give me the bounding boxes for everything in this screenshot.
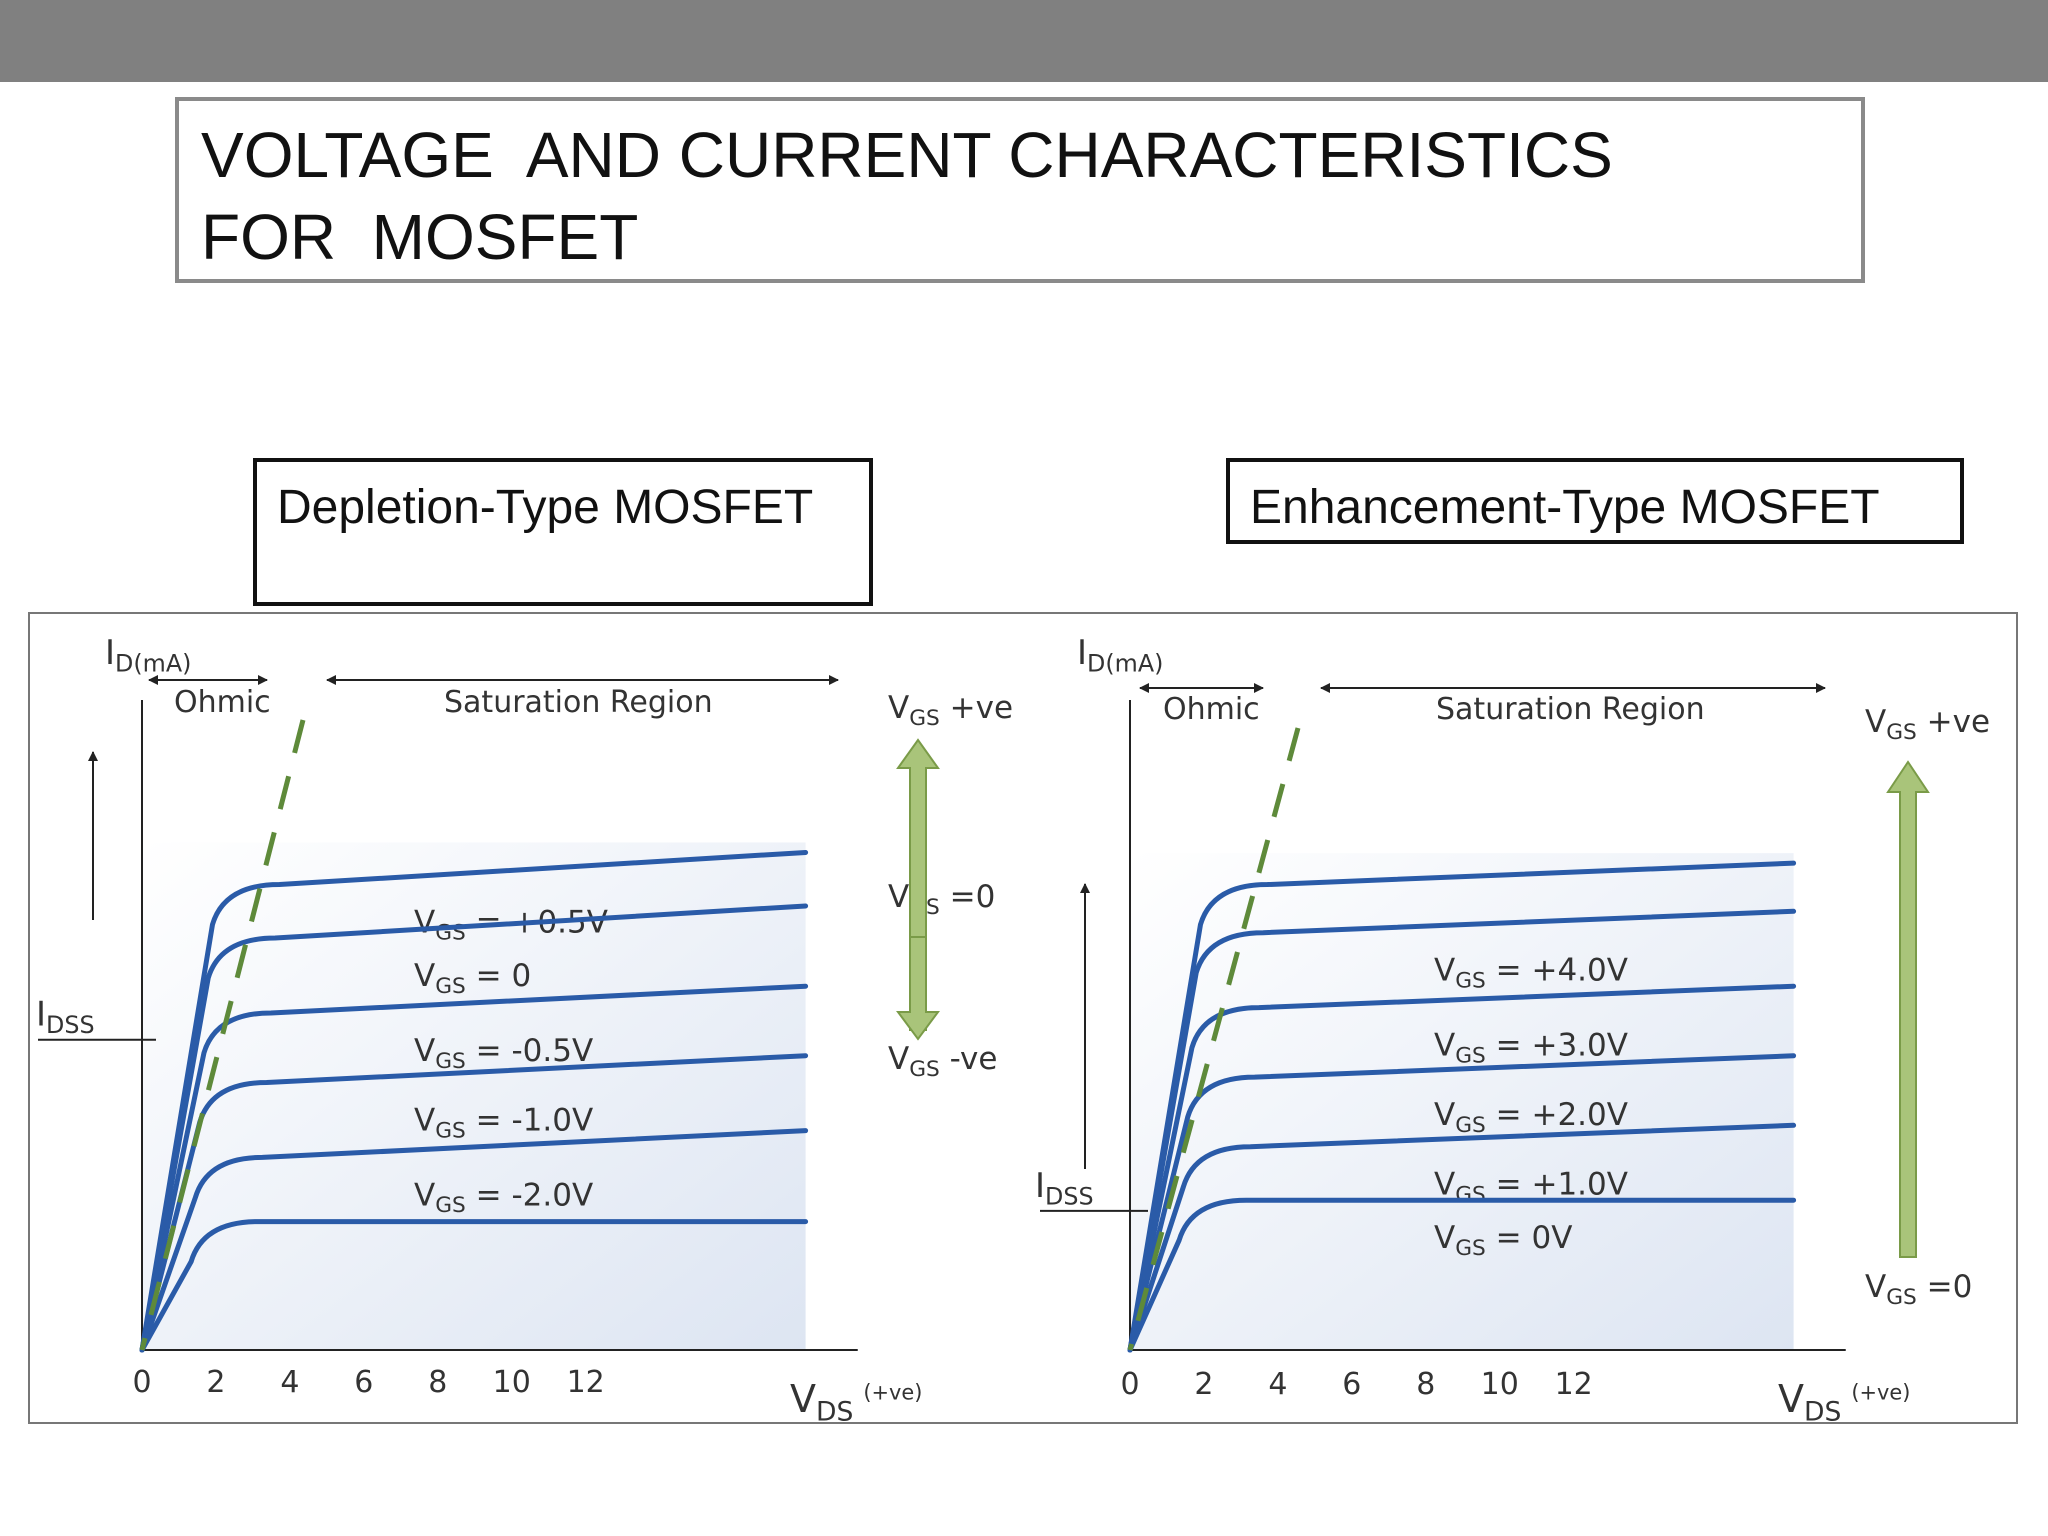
depletion-label: Depletion-Type MOSFET (277, 481, 814, 534)
enhancement-y-axis-label: ID(mA) (1077, 633, 1163, 677)
enhancement-curve-label-5: VGS = 0V (1434, 1220, 1572, 1261)
enhancement-curve-label-3: VGS = +2.0V (1434, 1097, 1628, 1138)
enhancement-saturation-label: Saturation Region (1436, 692, 1705, 727)
enhancement-x-axis-label: VDS(+ve) (1778, 1377, 1910, 1422)
enhancement-saturation-boundary (1127, 727, 1301, 1351)
enhancement-curve-2 (1127, 983, 1797, 1353)
depletion-y-axis-label: ID(mA) (105, 633, 191, 677)
depletion-saturation-boundary (139, 719, 306, 1351)
depletion-ohmic-label: Ohmic (174, 685, 271, 720)
slide-title-box: VOLTAGE AND CURRENT CHARACTERISTICS FOR … (175, 97, 1865, 283)
enhancement-x-tick-12: 12 (1555, 1367, 1593, 1402)
depletion-curve-label-2: VGS = -0.5V (414, 1033, 593, 1074)
enhancement-x-tick-6: 6 (1342, 1367, 1361, 1402)
enhancement-label-box: Enhancement-Type MOSFET (1226, 458, 1964, 544)
depletion-curve-0 (139, 849, 809, 1353)
enhancement-curve-3 (1127, 1053, 1797, 1353)
enhancement-vgs-up-arrow (1886, 760, 1930, 1258)
depletion-saturation-label: Saturation Region (444, 685, 713, 720)
depletion-x-tick-6: 6 (354, 1365, 373, 1400)
enhancement-label: Enhancement-Type MOSFET (1250, 481, 1880, 534)
enhancement-x-tick-0: 0 (1120, 1367, 1139, 1402)
enhancement-curve-1 (1127, 908, 1797, 1353)
enhancement-vgs-bottom-label: VGS =0 (1865, 1269, 1972, 1310)
enhancement-ohmic-label: Ohmic (1163, 692, 1260, 727)
depletion-x-tick-2: 2 (206, 1365, 225, 1400)
enhancement-vgs-top-label: VGS +ve (1865, 704, 1990, 745)
depletion-idss-label: IDSS (36, 995, 95, 1039)
enhancement-curve-0 (1127, 860, 1797, 1353)
enhancement-curve-label-1: VGS = +4.0V (1434, 953, 1628, 994)
depletion-curve-4 (139, 1128, 809, 1353)
depletion-x-tick-10: 10 (493, 1365, 531, 1400)
depletion-vgs-middle-label: VGS =0 (888, 879, 995, 920)
depletion-vgs-top-label: VGS +ve (888, 690, 1013, 731)
enhancement-x-tick-10: 10 (1481, 1367, 1519, 1402)
enhancement-curve-4 (1127, 1122, 1797, 1353)
slide-title-line-1: VOLTAGE AND CURRENT CHARACTERISTICS (201, 119, 1613, 191)
enhancement-idss-label: IDSS (1035, 1166, 1094, 1210)
depletion-vgs-bottom-label: VGS -ve (888, 1041, 997, 1082)
enhancement-curve-label-2: VGS = +3.0V (1434, 1028, 1628, 1069)
depletion-curve-label-4: VGS = -2.0V (414, 1177, 593, 1218)
depletion-curve-1 (139, 903, 809, 1353)
depletion-x-tick-12: 12 (567, 1365, 605, 1400)
depletion-label-box: Depletion-Type MOSFET (253, 458, 873, 606)
enhancement-x-tick-2: 2 (1194, 1367, 1213, 1402)
depletion-curve-label-1: VGS = 0 (414, 958, 531, 999)
depletion-x-tick-8: 8 (428, 1365, 447, 1400)
enhancement-x-tick-4: 4 (1268, 1367, 1287, 1402)
enhancement-shaded-region (1130, 853, 1794, 1350)
depletion-curve-5 (139, 1219, 809, 1353)
enhancement-curve-label-4: VGS = +1.0V (1434, 1167, 1628, 1208)
chart-panel: ID(mA) IDSS Ohmic Saturation Region VGS = +0… (28, 612, 2018, 1424)
depletion-curve-label-3: VGS = -1.0V (414, 1103, 593, 1144)
depletion-vgs-down-arrow (896, 936, 940, 1041)
depletion-x-tick-0: 0 (132, 1365, 151, 1400)
depletion-x-tick-4: 4 (280, 1365, 299, 1400)
slide-title-line-2: FOR MOSFET (201, 201, 639, 273)
enhancement-x-tick-8: 8 (1416, 1367, 1435, 1402)
top-bar (0, 0, 2048, 82)
depletion-x-axis-label: VDS(+ve) (790, 1377, 922, 1422)
enhancement-curve-5 (1127, 1197, 1797, 1353)
